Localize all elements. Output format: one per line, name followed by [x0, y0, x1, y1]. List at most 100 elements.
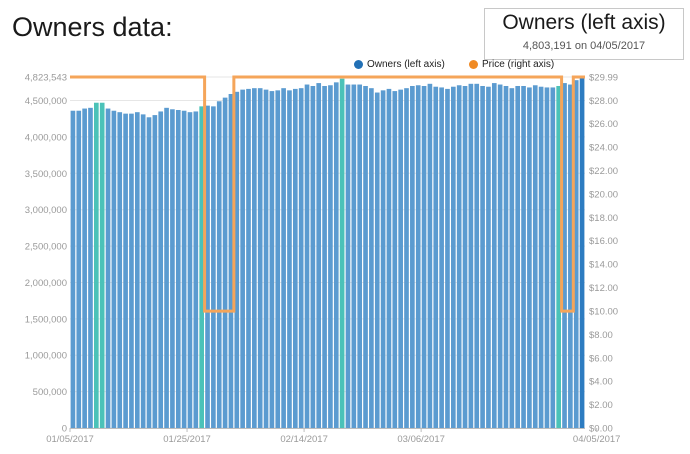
owners-bar-36 — [281, 88, 286, 428]
owners-bar-60 — [421, 85, 427, 428]
owners-bars — [70, 78, 585, 429]
owners-bar-9 — [123, 113, 128, 429]
owners-bar-33 — [263, 89, 269, 429]
owners-bar-62 — [433, 86, 439, 429]
legend-owners-label: Owners (left axis) — [367, 59, 445, 70]
owners-bar-35 — [275, 90, 281, 428]
right-axis: $0.00 $2.00 $4.00 $6.00 $8.00 $10.00 $12.00 $14… — [589, 73, 618, 435]
owners-bar-73 — [497, 84, 503, 428]
owners-bar-54 — [386, 88, 392, 429]
owners-bar-21 — [193, 111, 199, 429]
owners-bar-47 — [345, 84, 351, 428]
owners-bar-27 — [228, 93, 234, 428]
legend-price[interactable]: Price (right axis) — [469, 59, 554, 70]
owners-bar-53 — [380, 90, 386, 428]
owners-bar-19 — [181, 110, 187, 428]
owners-bar-8 — [117, 112, 123, 429]
owners-bar-83 — [556, 85, 561, 428]
right-tick-label-6: $12.00 — [589, 283, 618, 294]
owners-bar-32 — [257, 88, 263, 428]
right-tick-label-10: $20.00 — [589, 189, 618, 200]
owners-bar-78 — [527, 87, 532, 429]
owners-bar-14 — [152, 115, 158, 428]
owners-bar-61 — [427, 83, 433, 428]
owners-bar-55 — [392, 91, 398, 429]
owners-bar-66 — [456, 85, 462, 429]
owners-bar-12 — [140, 114, 146, 429]
owners-bar-37 — [287, 90, 292, 428]
x-tick-label-3: 03/06/2017 — [397, 434, 445, 445]
legend-owners[interactable]: Owners (left axis) — [354, 59, 445, 70]
owners-bar-25 — [216, 101, 222, 428]
owners-bar-15 — [158, 111, 164, 429]
owners-bar-71 — [486, 86, 491, 429]
owners-bar-4 — [94, 102, 99, 428]
owners-bar-63 — [439, 87, 444, 429]
right-tick-label-8: $16.00 — [589, 236, 618, 247]
owners-bar-43 — [322, 85, 327, 428]
chart-legend: Owners (left axis) Price (right axis) — [0, 59, 690, 73]
owners-bar-85 — [568, 84, 573, 428]
owners-bar-28 — [234, 91, 240, 428]
owners-bar-86 — [573, 80, 579, 428]
right-tick-label-9: $18.00 — [589, 213, 618, 224]
left-tick-label-3: 1,500,000 — [25, 314, 67, 325]
right-tick-label-13: $26.00 — [589, 119, 618, 130]
x-tick-label-1: 01/25/2017 — [163, 434, 211, 445]
owners-bar-20 — [187, 112, 193, 429]
owners-bar-68 — [468, 83, 474, 428]
owners-bar-72 — [491, 83, 497, 429]
owners-bar-40 — [304, 84, 310, 428]
left-tick-label-7: 3,500,000 — [25, 169, 67, 180]
owners-bar-56 — [398, 89, 403, 429]
owners-bar-64 — [445, 88, 450, 429]
owners-bar-23 — [205, 105, 210, 428]
left-tick-label-8: 4,000,000 — [25, 132, 67, 143]
owners-bar-74 — [503, 85, 509, 428]
tooltip-title: Owners (left axis) — [502, 11, 666, 34]
owners-bar-84 — [562, 83, 567, 429]
owners-bar-46 — [339, 78, 345, 428]
owners-bar-82 — [550, 87, 556, 429]
owners-bar-59 — [415, 85, 421, 429]
right-tick-label-7: $14.00 — [589, 260, 618, 271]
owners-bar-57 — [404, 88, 409, 428]
owners-bar-34 — [269, 91, 275, 429]
right-tick-label-12: $24.00 — [589, 143, 618, 154]
owners-bar-18 — [175, 110, 181, 429]
owners-bar-1 — [76, 110, 82, 428]
right-tick-label-0: $0.00 — [589, 424, 613, 435]
owners-bar-6 — [105, 108, 111, 428]
owners-bar-30 — [246, 88, 251, 429]
owners-bar-17 — [170, 109, 175, 429]
tooltip-value: 4,803,191 on 04/05/2017 — [522, 40, 646, 52]
owners-bar-77 — [521, 85, 526, 428]
owners-bar-44 — [328, 85, 333, 429]
owners-bar-26 — [222, 97, 228, 429]
owners-bar-39 — [298, 88, 304, 428]
owners-bar-87 — [579, 78, 585, 429]
x-axis: 01/05/2017 01/25/2017 02/14/2017 03/06/2017… — [46, 428, 620, 445]
owners-bar-5 — [99, 102, 105, 428]
chart-tooltip: Owners (left axis) 4,803,191 on 04/05/20… — [484, 8, 684, 60]
right-tick-label-3: $6.00 — [589, 353, 613, 364]
owners-bar-11 — [134, 112, 140, 429]
right-tick-label-4: $8.00 — [589, 330, 613, 341]
owners-bar-42 — [316, 83, 322, 429]
owners-bar-41 — [310, 85, 316, 428]
owners-bar-52 — [374, 92, 380, 428]
owners-bar-79 — [532, 85, 538, 429]
right-tick-label-1: $2.00 — [589, 400, 613, 411]
owners-bar-81 — [544, 87, 550, 429]
owners-bar-10 — [129, 113, 134, 429]
legend-owners-dot — [354, 60, 363, 69]
owners-bar-80 — [538, 86, 544, 429]
owners-bar-48 — [351, 84, 357, 428]
owners-bar-51 — [369, 88, 374, 428]
owners-bar-49 — [357, 84, 363, 428]
left-tick-label-5: 2,500,000 — [25, 242, 67, 253]
x-tick-label-0: 01/05/2017 — [46, 434, 94, 445]
left-tick-label-4: 2,000,000 — [25, 278, 67, 289]
legend-price-label: Price (right axis) — [482, 59, 555, 70]
